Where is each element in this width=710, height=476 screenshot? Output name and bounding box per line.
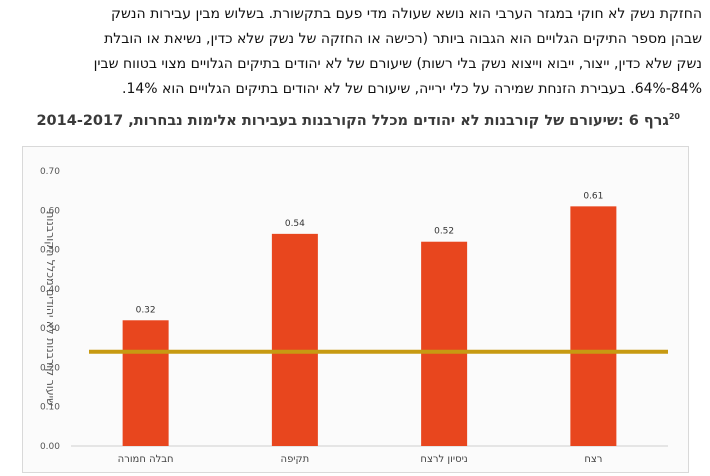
y-tick-label: 0.50 (40, 246, 60, 256)
data-label: 0.61 (583, 191, 603, 201)
data-label: 0.32 (136, 305, 156, 315)
bar (271, 233, 318, 446)
y-tick-label: 0.20 (40, 363, 60, 373)
bar (570, 206, 617, 446)
intro-paragraph: החזקת נשק לא חוקי במגזר הערבי הוא נושא ש… (20, 2, 702, 102)
category-label: ניסיון לרצח (420, 454, 467, 465)
paragraph-line: שבהן מספר התיקים הגלויים הוא הגבוה ביותר… (104, 31, 702, 47)
y-axis-label: שיעור קורבנות לא יהודים מכלל הקורבנות (44, 211, 57, 406)
y-tick-label: 0.30 (40, 324, 60, 334)
paragraph-line: החזקת נשק לא חוקי במגזר הערבי הוא נושא ש… (111, 6, 702, 22)
bar (122, 320, 169, 446)
chart-title-text: גרף 6 :שיעורם של קורבנות לא יהודים מכלל … (36, 112, 669, 129)
data-label: 0.52 (434, 227, 454, 237)
y-tick-label: 0.10 (40, 403, 60, 413)
paragraph-line: נשק שלא כדין, ייצור, ייבוא וייצוא נשק בל… (93, 56, 702, 72)
category-label: חבלה חמורה (118, 454, 174, 465)
y-tick-label: 0.70 (40, 167, 60, 177)
chart-frame: 0.00 0.10 0.20 0.30 0.40 0.50 0.60 0.70 שיעור קו… (22, 146, 689, 473)
category-label: רצח (584, 454, 602, 465)
bar (421, 241, 468, 446)
data-label: 0.54 (285, 219, 305, 229)
chart-title: 20גרף 6 :שיעורם של קורבנות לא יהודים מכל… (36, 112, 680, 129)
paragraph-line: 84%-64%. בעבירת הזנחת שמירה על כלי ירייה… (122, 81, 702, 97)
bar-chart: 0.00 0.10 0.20 0.30 0.40 0.50 0.60 0.70 שיעור קו… (40, 167, 668, 465)
y-tick-label: 0.00 (40, 442, 60, 452)
y-tick-label: 0.40 (40, 285, 60, 295)
y-tick-label: 0.60 (40, 206, 60, 216)
title-footnote: 20 (668, 112, 680, 121)
category-label: תקיפה (281, 454, 310, 465)
